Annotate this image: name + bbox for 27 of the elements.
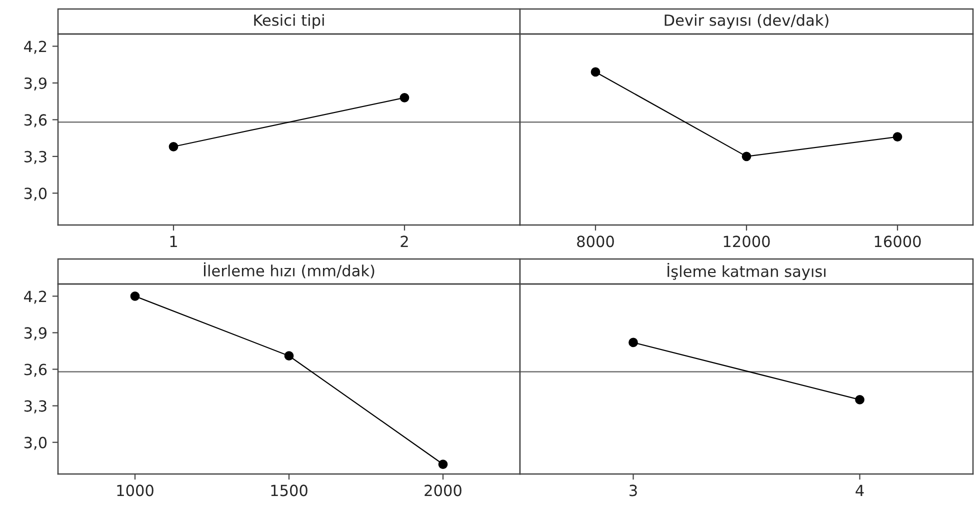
- x-tick-label: 1000: [117, 484, 154, 496]
- y-tick-label: 3,3: [24, 150, 46, 164]
- y-tick-label: 3,9: [24, 77, 47, 91]
- x-tick-label: 12000: [724, 236, 770, 248]
- y-tick-label: 3,0: [24, 436, 47, 450]
- chart-title: İlerleme hızı (mm/dak): [204, 262, 374, 278]
- y-tick-label: 3,6: [24, 114, 47, 128]
- y-tick-label: 3,0: [24, 188, 47, 201]
- y-tick-label: 4,2: [24, 290, 46, 304]
- x-tick-label: 8000: [577, 236, 614, 248]
- y-tick-label: 3,3: [24, 400, 46, 414]
- point: [438, 460, 448, 469]
- x-tick-label: 16000: [874, 236, 921, 248]
- chart-title: Kesici tipi: [254, 14, 324, 29]
- x-tick-label: 4: [856, 484, 864, 496]
- y-tick-label: 3,6: [24, 364, 47, 377]
- point: [130, 291, 140, 301]
- x-tick-label: 1: [170, 236, 177, 248]
- y-tick-label: 4,2: [24, 40, 46, 54]
- chart-title: İşleme katman sayısı: [668, 262, 826, 280]
- x-tick-label: 1500: [271, 484, 308, 496]
- x-tick-label: 3: [630, 484, 637, 496]
- x-tick-label: 2: [400, 236, 408, 248]
- point: [284, 351, 294, 361]
- x-tick-label: 2000: [424, 484, 462, 496]
- chart-title: Devir sayısı (dev/dak): [664, 14, 828, 29]
- y-tick-label: 3,9: [24, 327, 47, 340]
